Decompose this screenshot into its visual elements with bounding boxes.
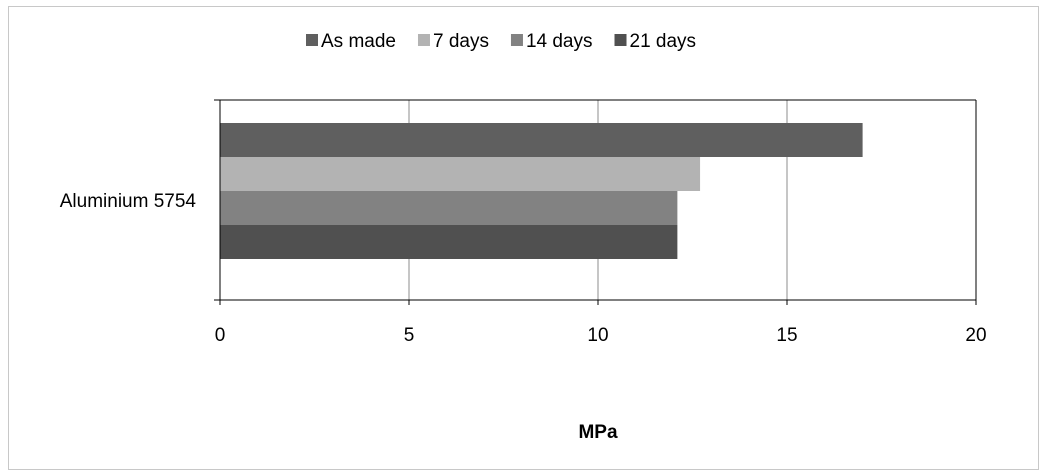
- bars: [220, 123, 863, 259]
- legend-label-7-days: 7 days: [433, 31, 489, 52]
- legend-label-21-days: 21 days: [630, 31, 697, 52]
- x-axis-title: MPa: [578, 422, 618, 443]
- bar-21-days: [220, 225, 678, 259]
- legend-swatch-21-days: [614, 34, 627, 46]
- category-label: Aluminium 5754: [60, 191, 197, 212]
- legend-label-14-days: 14 days: [526, 31, 593, 52]
- legend-swatch-7-days: [417, 34, 430, 46]
- category-labels: Aluminium 5754: [60, 191, 197, 212]
- axes: [214, 99, 977, 305]
- bar-as-made: [220, 123, 863, 157]
- x-tick-label-5: 5: [404, 325, 415, 346]
- legend-swatch-14-days: [510, 34, 523, 46]
- bar-14-days: [220, 191, 678, 225]
- x-tick-label-0: 0: [215, 325, 226, 346]
- x-tick-label-20: 20: [965, 325, 986, 346]
- bar-7-days: [220, 157, 701, 191]
- legend: As made 7 days 14 days 21 days: [306, 31, 696, 52]
- legend-swatch-as-made: [306, 34, 318, 46]
- x-tick-label-10: 10: [587, 325, 608, 346]
- x-tick-label-15: 15: [776, 325, 797, 346]
- legend-label-as-made: As made: [321, 31, 396, 52]
- x-tick-labels: 0 5 10 15 20: [215, 325, 987, 346]
